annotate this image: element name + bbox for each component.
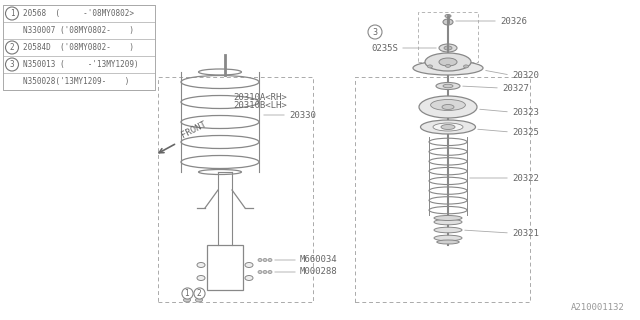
Ellipse shape bbox=[436, 83, 460, 90]
Ellipse shape bbox=[434, 219, 462, 225]
Ellipse shape bbox=[433, 123, 463, 131]
Text: 20310A<RH>: 20310A<RH> bbox=[233, 93, 287, 102]
Ellipse shape bbox=[463, 65, 468, 68]
Ellipse shape bbox=[434, 215, 462, 220]
Ellipse shape bbox=[419, 96, 477, 118]
Ellipse shape bbox=[439, 58, 457, 66]
Ellipse shape bbox=[197, 276, 205, 281]
Ellipse shape bbox=[413, 61, 483, 75]
Text: A210001132: A210001132 bbox=[572, 303, 625, 312]
Ellipse shape bbox=[434, 227, 462, 233]
Bar bbox=[158, 77, 313, 302]
Ellipse shape bbox=[443, 19, 453, 25]
Ellipse shape bbox=[258, 270, 262, 274]
Text: N330007 ('08MY0802-    ): N330007 ('08MY0802- ) bbox=[23, 26, 134, 35]
Text: 20322: 20322 bbox=[512, 173, 539, 182]
Text: M000288: M000288 bbox=[300, 268, 338, 276]
Ellipse shape bbox=[263, 270, 267, 274]
Text: N350013 (     -'13MY1209): N350013 ( -'13MY1209) bbox=[23, 60, 139, 69]
Ellipse shape bbox=[268, 270, 272, 274]
Ellipse shape bbox=[420, 120, 476, 134]
Text: 3: 3 bbox=[10, 60, 14, 69]
Bar bbox=[207, 245, 243, 290]
Bar bbox=[418, 12, 478, 62]
Text: 0235S: 0235S bbox=[371, 44, 398, 52]
Ellipse shape bbox=[434, 235, 462, 241]
Ellipse shape bbox=[441, 124, 455, 130]
Ellipse shape bbox=[425, 53, 471, 71]
Text: 20310B<LH>: 20310B<LH> bbox=[233, 101, 287, 110]
Ellipse shape bbox=[445, 14, 451, 18]
Ellipse shape bbox=[184, 298, 191, 302]
Ellipse shape bbox=[263, 259, 267, 261]
Text: M660034: M660034 bbox=[300, 255, 338, 265]
Text: 20320: 20320 bbox=[512, 70, 539, 79]
Ellipse shape bbox=[445, 64, 451, 68]
Ellipse shape bbox=[195, 298, 202, 302]
Ellipse shape bbox=[245, 276, 253, 281]
Text: 3: 3 bbox=[372, 28, 378, 36]
Ellipse shape bbox=[439, 44, 457, 52]
Text: 20330: 20330 bbox=[289, 110, 316, 119]
Ellipse shape bbox=[431, 100, 465, 110]
Ellipse shape bbox=[197, 262, 205, 268]
Ellipse shape bbox=[245, 262, 253, 268]
Bar bbox=[3, 5, 155, 90]
Ellipse shape bbox=[443, 84, 453, 88]
Text: N350028('13MY1209-    ): N350028('13MY1209- ) bbox=[23, 77, 129, 86]
Ellipse shape bbox=[442, 105, 454, 109]
Text: 2: 2 bbox=[10, 43, 14, 52]
Ellipse shape bbox=[437, 240, 460, 244]
Ellipse shape bbox=[444, 46, 452, 50]
Text: FRONT: FRONT bbox=[180, 120, 208, 140]
Ellipse shape bbox=[428, 65, 433, 68]
Text: 20323: 20323 bbox=[512, 108, 539, 116]
Text: 20327: 20327 bbox=[502, 84, 529, 92]
Text: 20568  (     -'08MY0802>: 20568 ( -'08MY0802> bbox=[23, 9, 134, 18]
Ellipse shape bbox=[258, 259, 262, 261]
Ellipse shape bbox=[268, 259, 272, 261]
Text: 20584D  ('08MY0802-    ): 20584D ('08MY0802- ) bbox=[23, 43, 134, 52]
Text: 20325: 20325 bbox=[512, 127, 539, 137]
Text: 1: 1 bbox=[10, 9, 14, 18]
Text: 1: 1 bbox=[184, 289, 189, 298]
Bar bbox=[355, 77, 530, 302]
Text: 20321: 20321 bbox=[512, 228, 539, 237]
Text: 20326: 20326 bbox=[500, 17, 527, 26]
Text: 2: 2 bbox=[196, 289, 202, 298]
